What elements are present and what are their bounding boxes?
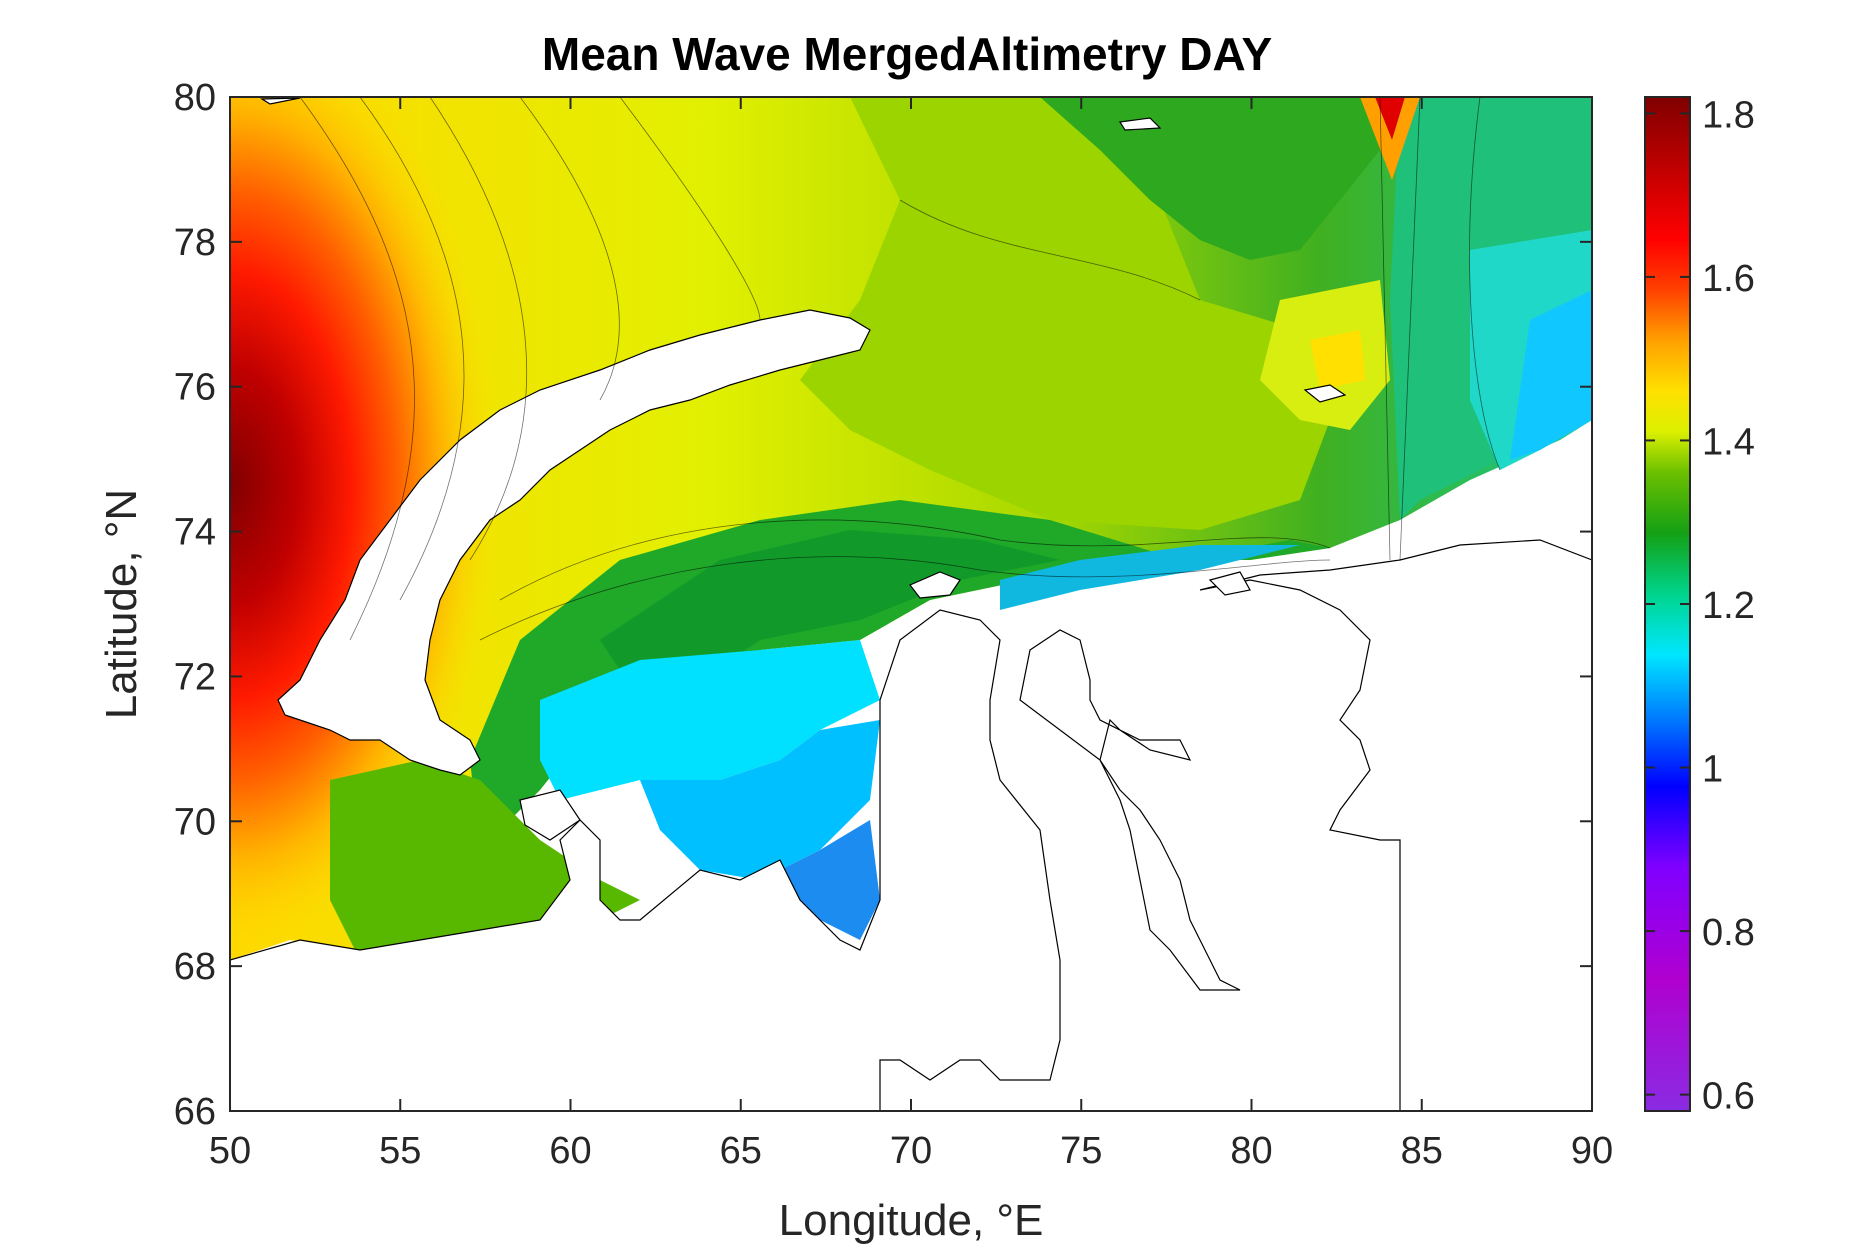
x-tick-label: 75: [1060, 1130, 1102, 1172]
contour-line: [499, 519, 1331, 601]
gulf-cyan-region: [1000, 545, 1300, 610]
x-tick-label: 60: [549, 1130, 591, 1172]
contour-line: [899, 199, 1201, 301]
kara-blue-region: [760, 820, 880, 940]
wave-height-field: [230, 97, 1592, 1000]
north-small-island-1: [1118, 117, 1162, 131]
chart-title: Mean Wave MergedAltimetry DAY: [542, 28, 1272, 80]
x-axis: 50 55 60 65 70 75 80 85 90: [209, 97, 1613, 1172]
contour-line: [479, 556, 1331, 641]
y-axis: 66 68 70 72 74 76 78 80: [174, 77, 1592, 1133]
lightgreen-region: [800, 97, 1330, 530]
yellow-pocket-core: [1310, 330, 1365, 390]
belyy-island: [909, 571, 961, 599]
kara-cyan-region: [540, 640, 880, 800]
colorbar-tick-label: 1.2: [1702, 585, 1755, 627]
east-lightblue-region: [1510, 290, 1592, 460]
contour-line: [1469, 97, 1501, 471]
contour-lines: [299, 97, 1501, 641]
land-masses: [230, 97, 1592, 1111]
colorbar-ticks: 0.6 0.8 1 1.2 1.4 1.6 1.8: [1645, 94, 1755, 1118]
x-tick-label: 65: [720, 1130, 762, 1172]
x-tick-label: 80: [1230, 1130, 1272, 1172]
ushakov-island: [1208, 571, 1251, 596]
colorbar-tick-label: 0.6: [1702, 1076, 1755, 1118]
contour-line: [519, 97, 620, 401]
contour-line: [619, 97, 761, 321]
y-tick-label: 72: [174, 656, 216, 698]
gydan-taymyr-land: [1019, 629, 1241, 991]
plot-area: [230, 97, 1592, 1111]
yamal-mainland-land: [230, 609, 1061, 1111]
vaygach-island: [519, 789, 581, 841]
contour-line: [429, 97, 528, 561]
colorbar-tick-label: 0.8: [1702, 912, 1755, 954]
colorbar-tick-label: 1.8: [1702, 94, 1755, 136]
y-tick-label: 68: [174, 946, 216, 988]
taymyr-east-land: [1199, 539, 1592, 1111]
x-tick-label: 70: [890, 1130, 932, 1172]
orange-spike: [1360, 97, 1420, 180]
darkgreen-north-region: [1040, 97, 1380, 260]
y-tick-label: 76: [174, 367, 216, 409]
contour-line: [1379, 97, 1391, 561]
colorbar-tick-label: 1: [1702, 749, 1723, 791]
y-tick-label: 80: [174, 77, 216, 119]
y-tick-label: 78: [174, 222, 216, 264]
colorbar: 0.6 0.8 1 1.2 1.4 1.6 1.8: [1644, 94, 1755, 1118]
x-tick-label: 50: [209, 1130, 251, 1172]
x-tick-label: 55: [379, 1130, 421, 1172]
north-small-island-2: [259, 97, 301, 105]
colorbar-tick-label: 1.4: [1702, 421, 1755, 463]
contour-line: [299, 97, 415, 641]
contour-line: [1399, 97, 1421, 561]
colorbar-tick-label: 1.6: [1702, 258, 1755, 300]
contour-line: [359, 97, 465, 601]
x-tick-label: 90: [1571, 1130, 1613, 1172]
kara-lightblue-region: [640, 720, 880, 880]
y-tick-label: 66: [174, 1091, 216, 1133]
y-tick-label: 70: [174, 801, 216, 843]
y-tick-label: 74: [174, 512, 216, 554]
red-spike: [1375, 97, 1405, 140]
vize-island: [1303, 384, 1347, 403]
y-axis-label: Latitude, °N: [97, 489, 146, 719]
x-tick-label: 85: [1401, 1130, 1443, 1172]
novaya-zemlya-land: [277, 309, 871, 776]
x-axis-label: Longitude, °E: [779, 1196, 1044, 1245]
